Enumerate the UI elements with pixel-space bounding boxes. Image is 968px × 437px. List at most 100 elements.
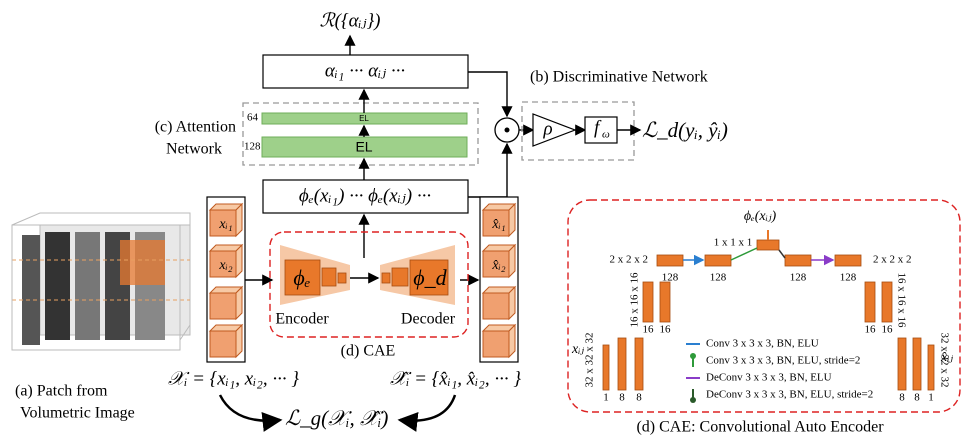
label: 128 bbox=[710, 272, 727, 284]
legend-label: DeConv 3 x 3 x 3, BN, ELU, stride=2 bbox=[706, 389, 873, 401]
shape bbox=[928, 345, 934, 390]
shape bbox=[45, 232, 70, 340]
legend-label: Conv 3 x 3 x 3, BN, ELU, stride=2 bbox=[706, 355, 860, 367]
label: 2 x 2 x 2 bbox=[610, 254, 649, 266]
label: ρ bbox=[542, 118, 552, 139]
shape bbox=[635, 338, 643, 390]
cube-side bbox=[509, 325, 515, 357]
shape bbox=[322, 268, 336, 286]
shape bbox=[533, 114, 575, 146]
shape bbox=[882, 282, 892, 322]
sets-loss: 𝒳ᵢ = {xᵢ₁, xᵢ₂, ··· } 𝒳̂ᵢ = {x̂ᵢ₁, x̂ᵢ₂,… bbox=[168, 368, 521, 429]
feature-box: ϕₑ(xᵢ₁) ··· ϕₑ(xᵢⱼ) ··· bbox=[263, 180, 468, 258]
legend-dot bbox=[690, 353, 696, 359]
patch-columns: xᵢ₁ xᵢ₂ x̂ᵢ₁ x̂ᵢ₂ bbox=[207, 197, 518, 362]
shape bbox=[898, 338, 906, 390]
shape bbox=[603, 345, 609, 390]
cube-side bbox=[236, 287, 242, 319]
top-section: ℛ({αᵢⱼ}) αᵢ₁ ··· αᵢⱼ ··· bbox=[263, 10, 468, 88]
cube-side bbox=[509, 287, 515, 319]
legend-label: Conv 3 x 3 x 3, BN, ELU bbox=[706, 338, 819, 350]
label: 128 bbox=[790, 272, 807, 284]
cube bbox=[210, 293, 236, 319]
label: (b) Discriminative Network bbox=[530, 69, 708, 86]
label: EL bbox=[359, 114, 369, 123]
shape bbox=[75, 232, 100, 340]
shape bbox=[338, 273, 346, 283]
cube-side bbox=[236, 325, 242, 357]
shape bbox=[468, 144, 507, 197]
channel-label: 8 bbox=[899, 392, 905, 404]
label: (d) CAE: Convolutional Auto Encoder bbox=[636, 419, 884, 436]
shape bbox=[660, 282, 670, 322]
shape bbox=[657, 255, 683, 266]
cube-side bbox=[509, 245, 515, 277]
shape bbox=[785, 255, 811, 266]
label: 16 x 16 x 16 bbox=[629, 272, 641, 328]
label: x̂ᵢ₁ bbox=[491, 217, 505, 232]
label: ℒ_g(𝒳ᵢ, 𝒳̂ᵢ) bbox=[285, 406, 388, 430]
shape bbox=[382, 273, 390, 283]
label: 16 bbox=[882, 324, 894, 336]
shape bbox=[643, 282, 653, 322]
label: 16 bbox=[865, 324, 877, 336]
shape bbox=[392, 268, 408, 286]
label: 2 x 2 x 2 bbox=[873, 254, 912, 266]
label: αᵢ₁ ··· αᵢⱼ ··· bbox=[325, 60, 405, 81]
cube bbox=[483, 331, 509, 357]
channel-label: 1 bbox=[928, 392, 934, 404]
label: ℛ({αᵢⱼ}) bbox=[319, 10, 380, 31]
shape bbox=[705, 255, 731, 266]
shape bbox=[913, 338, 921, 390]
cube-side bbox=[236, 204, 242, 236]
volume-image: (a) Patch from Volumetric Image bbox=[12, 213, 190, 422]
cube-side bbox=[509, 204, 515, 236]
label: ϕₑ(xᵢ₁) ··· ϕₑ(xᵢⱼ) ··· bbox=[299, 185, 431, 206]
discriminative-network: (b) Discriminative Network ρ f ω ℒ_d(yᵢ,… bbox=[468, 69, 728, 197]
shape bbox=[400, 395, 455, 421]
shape bbox=[618, 338, 626, 390]
shape bbox=[585, 117, 617, 143]
channel-label: 8 bbox=[619, 392, 625, 404]
shape bbox=[865, 282, 875, 322]
label: Volumetric Image bbox=[20, 405, 135, 422]
label: 16 bbox=[660, 324, 672, 336]
label: ϕₑ bbox=[293, 265, 310, 290]
label: 1 x 1 x 1 bbox=[714, 237, 753, 249]
cae: ϕₑ ϕ_d Encoder Decoder (d) CAE bbox=[270, 232, 468, 360]
label: xᵢ₂ bbox=[218, 258, 232, 273]
label: (d) CAE bbox=[341, 343, 396, 360]
label: x̂ᵢⱼ bbox=[940, 350, 953, 365]
attention-network: 64 128 EL EL (c) Attention Network bbox=[155, 90, 478, 180]
label: Network bbox=[166, 141, 222, 158]
legend-dot bbox=[690, 397, 696, 403]
shape bbox=[779, 250, 785, 258]
shape bbox=[22, 235, 40, 345]
shape: Conv 3 x 3 x 3, BN, ELU Conv 3 x 3 x 3, B… bbox=[686, 338, 873, 403]
channel-label: 8 bbox=[636, 392, 642, 404]
label: 64 bbox=[247, 112, 259, 124]
shape bbox=[220, 395, 280, 421]
label: 𝒳̂ᵢ = {x̂ᵢ₁, x̂ᵢ₂, ··· } bbox=[390, 368, 521, 389]
label: xᵢ₁ bbox=[218, 217, 232, 232]
label: (c) Attention bbox=[155, 119, 236, 136]
channel-label: 1 bbox=[603, 392, 609, 404]
shape bbox=[468, 72, 507, 116]
cae-detail: ϕₑ(xᵢⱼ) 1 x 1 x 1 2 x 2 x 2 2 x 2 x 2 12… bbox=[568, 200, 960, 436]
label: ω bbox=[602, 129, 610, 141]
label: xᵢⱼ bbox=[571, 342, 584, 357]
diagram: ℛ({αᵢⱼ}) αᵢ₁ ··· αᵢⱼ ··· 64 128 EL EL (c… bbox=[0, 0, 968, 437]
label: ℒ_d(yᵢ, ŷᵢ) bbox=[642, 118, 728, 142]
label: 128 bbox=[244, 141, 261, 153]
label: Decoder bbox=[401, 311, 456, 328]
shape bbox=[120, 240, 165, 285]
cube-side bbox=[236, 245, 242, 277]
shape bbox=[505, 128, 510, 133]
label: Encoder bbox=[275, 311, 329, 328]
cube bbox=[210, 331, 236, 357]
label: ϕₑ(xᵢⱼ) bbox=[744, 209, 777, 224]
label: 128 bbox=[840, 272, 857, 284]
label: (a) Patch from bbox=[15, 383, 108, 400]
label: 32 x 32 x 32 bbox=[584, 333, 596, 388]
shape bbox=[757, 240, 779, 250]
